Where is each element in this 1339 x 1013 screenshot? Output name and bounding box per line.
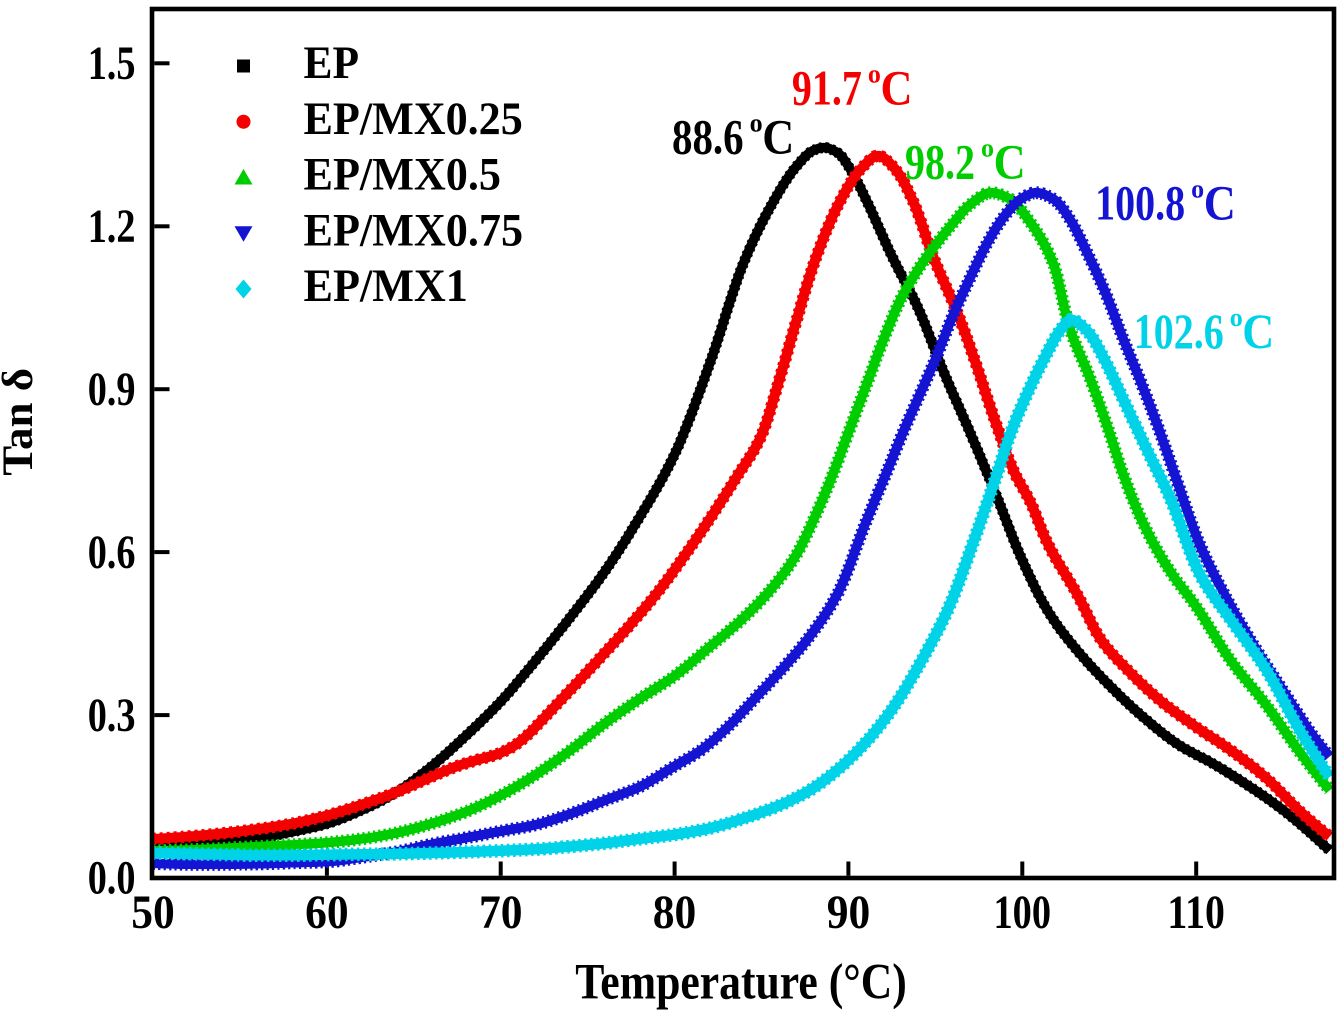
svg-text:0.0: 0.0 [88,852,136,905]
svg-text:o: o [868,59,881,88]
svg-text:60: 60 [305,886,349,939]
svg-text:102.6: 102.6 [1134,303,1224,359]
svg-text:90: 90 [827,886,871,939]
svg-text:80: 80 [653,886,697,939]
svg-text:C: C [994,133,1026,189]
svg-text:0.3: 0.3 [88,689,136,742]
svg-text:88.6: 88.6 [672,109,744,165]
svg-text:110: 110 [1167,886,1225,939]
svg-text:C: C [762,109,794,165]
svg-text:Temperature (°C): Temperature (°C) [575,954,907,1010]
svg-text:o: o [1191,175,1204,204]
svg-text:91.7: 91.7 [792,59,862,115]
svg-text:EP/MX0.75: EP/MX0.75 [304,205,524,256]
svg-text:EP: EP [304,38,360,89]
svg-text:EP/MX0.25: EP/MX0.25 [304,94,523,145]
svg-text:1.2: 1.2 [88,200,136,253]
svg-text:100.8: 100.8 [1095,175,1185,231]
svg-text:98.2: 98.2 [905,133,975,189]
svg-text:o: o [1230,303,1243,332]
svg-text:Tan δ: Tan δ [0,368,42,476]
svg-text:EP/MX1: EP/MX1 [304,261,468,312]
svg-text:C: C [1242,303,1274,359]
svg-text:0.6: 0.6 [88,526,136,579]
svg-text:50: 50 [131,886,175,939]
svg-text:1.5: 1.5 [88,37,136,90]
svg-text:EP/MX0.5: EP/MX0.5 [304,150,502,201]
svg-text:C: C [1204,175,1236,231]
svg-text:C: C [881,59,913,115]
svg-text:o: o [750,109,763,138]
svg-text:70: 70 [479,886,523,939]
svg-text:0.9: 0.9 [88,363,136,416]
svg-text:o: o [981,133,994,162]
svg-text:100: 100 [994,886,1052,939]
